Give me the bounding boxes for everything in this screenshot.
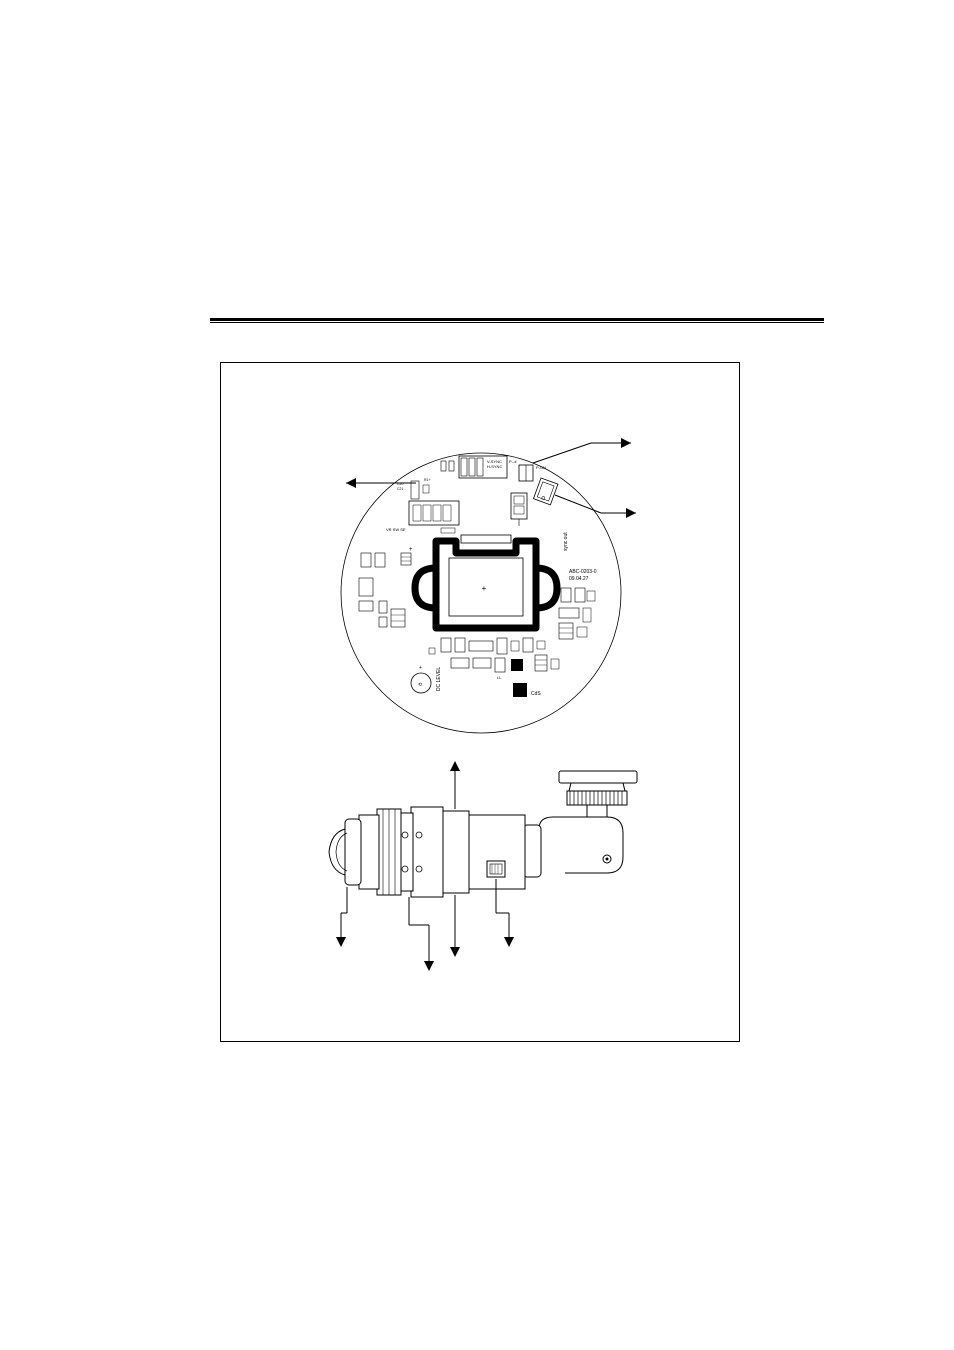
horizontal-rule (210, 318, 824, 323)
diagram-container: V-SYNC H-SYNC P--# P-ON (220, 362, 740, 1042)
page: V-SYNC H-SYNC P--# P-ON (0, 0, 954, 1350)
pcb-label-cds: CdS (531, 691, 541, 697)
svg-text:R1+: R1+ (424, 478, 431, 482)
pcb-label-hsync: H-SYNC (487, 464, 502, 469)
camera-diagram (291, 753, 671, 1013)
svg-text:+: + (419, 665, 422, 671)
svg-text:VR SW SE: VR SW SE (386, 527, 406, 532)
pcb-center-mark: + (482, 584, 487, 593)
svg-text:C21: C21 (397, 487, 403, 491)
pcb-label-rev-2: 09.04.27 (569, 576, 589, 582)
svg-text:P--#: P--# (509, 459, 517, 464)
pcb-diagram: V-SYNC H-SYNC P--# P-ON (291, 423, 671, 743)
svg-text:sync out: sync out (563, 532, 569, 551)
pcb-label-dc-level: DC LEVEL (436, 667, 442, 691)
svg-text:⟲: ⟲ (418, 682, 423, 688)
pcb-label-pon: P-ON (536, 465, 546, 470)
svg-text:+: + (409, 547, 413, 553)
pcb-label-rev-1: ABC-0203-0 (569, 569, 597, 575)
svg-text:LL: LL (497, 675, 502, 680)
